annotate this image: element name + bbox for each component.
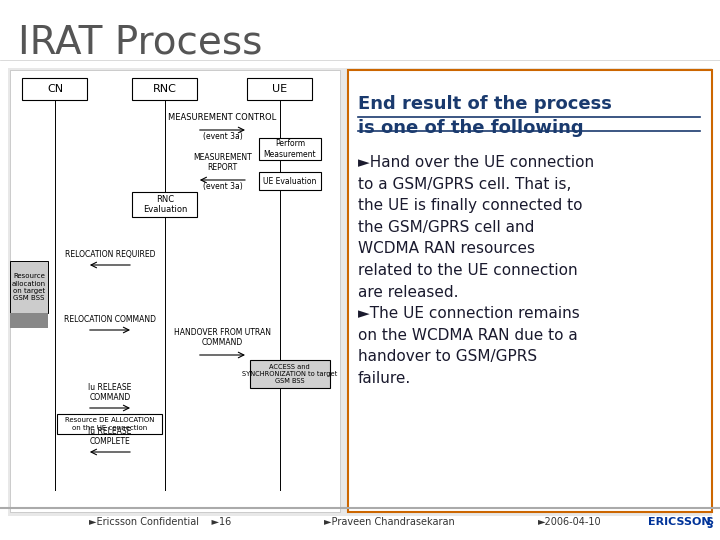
Text: Iu RELEASE
COMPLETE: Iu RELEASE COMPLETE [89,427,132,446]
Text: ►2006-04-10: ►2006-04-10 [538,517,602,527]
Text: Iu RELEASE
COMMAND: Iu RELEASE COMMAND [89,383,132,402]
Text: §: § [706,516,713,529]
Text: (event 3a): (event 3a) [202,132,242,141]
FancyBboxPatch shape [248,78,312,100]
Text: RNC
Evaluation: RNC Evaluation [143,195,187,214]
Text: End result of the process
is one of the following: End result of the process is one of the … [358,95,612,137]
Text: MEASUREMENT CONTROL: MEASUREMENT CONTROL [168,113,276,122]
Text: RNC: RNC [153,84,177,94]
FancyBboxPatch shape [250,360,330,388]
Text: CN: CN [47,84,63,94]
FancyBboxPatch shape [259,172,321,190]
FancyBboxPatch shape [259,138,321,160]
Text: ACCESS and
SYNCHRONIZATION to target
GSM BSS: ACCESS and SYNCHRONIZATION to target GSM… [242,364,338,384]
Text: Resource
allocation
on target
GSM BSS: Resource allocation on target GSM BSS [12,273,46,300]
Text: HANDOVER FROM UTRAN
COMMAND: HANDOVER FROM UTRAN COMMAND [174,328,271,347]
Text: ►Praveen Chandrasekaran: ►Praveen Chandrasekaran [325,517,455,527]
FancyBboxPatch shape [8,68,711,516]
Text: RELOCATION COMMAND: RELOCATION COMMAND [64,315,156,324]
FancyBboxPatch shape [10,70,340,512]
FancyBboxPatch shape [22,78,87,100]
FancyBboxPatch shape [10,261,48,313]
Text: ERICSSON: ERICSSON [649,517,711,527]
Text: (event 3a): (event 3a) [202,182,242,191]
Text: ►Hand over the UE connection
to a GSM/GPRS cell. That is,
the UE is finally conn: ►Hand over the UE connection to a GSM/GP… [358,155,594,386]
FancyBboxPatch shape [348,70,711,512]
Text: IRAT Process: IRAT Process [18,23,262,61]
FancyBboxPatch shape [132,78,197,100]
Text: Resource DE ALLOCATION
on the UE connection: Resource DE ALLOCATION on the UE connect… [66,417,155,430]
Text: UE: UE [272,84,287,94]
Text: RELOCATION REQUIRED: RELOCATION REQUIRED [65,250,156,259]
Text: ►Ericsson Confidential    ►16: ►Ericsson Confidential ►16 [89,517,231,527]
Text: Perform
Measurement: Perform Measurement [264,139,316,159]
FancyBboxPatch shape [58,414,163,434]
FancyBboxPatch shape [132,192,197,217]
FancyBboxPatch shape [10,313,48,328]
Text: MEASUREMENT
REPORT: MEASUREMENT REPORT [193,153,252,172]
Text: UE Evaluation: UE Evaluation [264,177,317,186]
